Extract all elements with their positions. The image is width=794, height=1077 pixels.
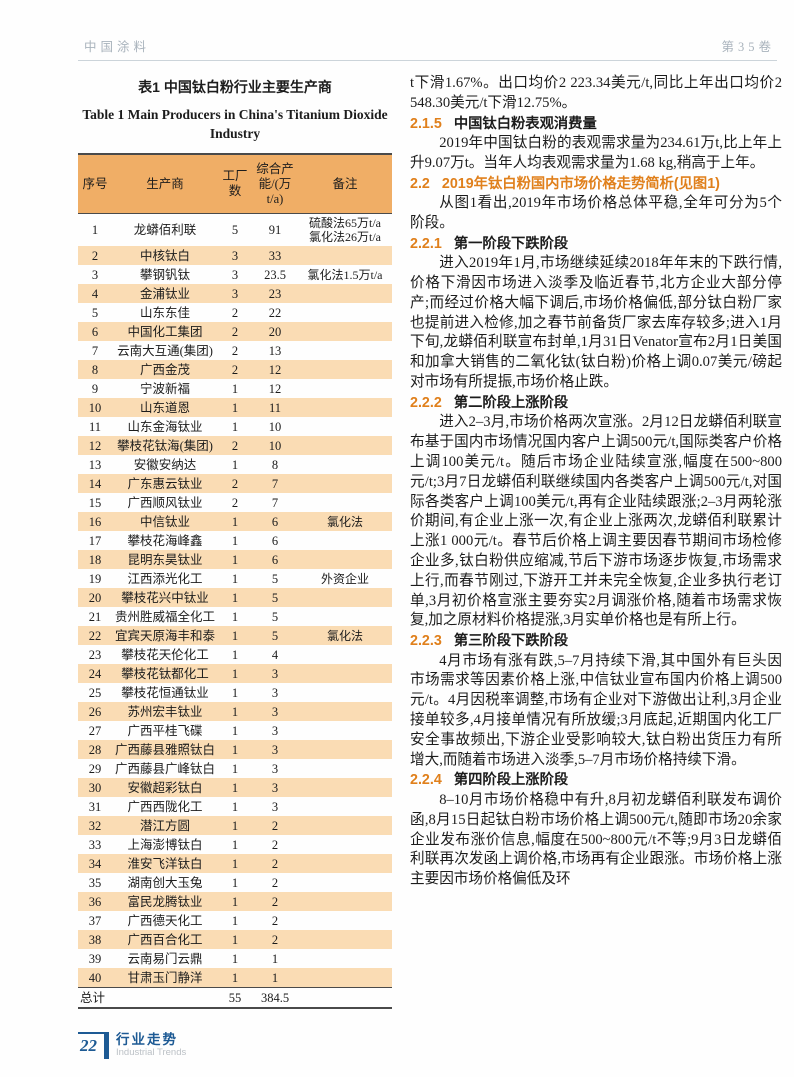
paragraph: t下滑1.67%。出口均价2 223.34美元/t,同比上年出口均价2 548.…: [410, 75, 782, 111]
table-row: 31 广西西陇化工 1 3: [88, 799, 279, 814]
section-heading: 2.2 2019年钛白粉国内市场价格走势简析(见图1): [410, 174, 782, 195]
section-number: 2.1.5: [410, 115, 442, 132]
section-title: 第三阶段下跌阶段: [453, 633, 569, 650]
table-row: 39 云南易门云鼎 1 1: [88, 951, 279, 966]
page-number: 22: [78, 1032, 104, 1057]
section-heading: 2.2.3 第三阶段下跌阶段: [410, 631, 782, 652]
table-row: 33 上海澎博钛白 1 2: [88, 837, 279, 852]
section-number: 2.2.2: [410, 394, 442, 411]
table-title-en: Table 1 Main Producers in China's Titani…: [78, 105, 392, 143]
table-row: 24 攀枝花钛都化工 1 3: [78, 664, 392, 683]
table-row: 30 安徽超彩钛白 1 3: [78, 778, 392, 797]
table-row: 8 广西金茂 2 12: [78, 360, 392, 379]
table-row: 9 宁波新福 1 12: [91, 381, 282, 396]
footer-divider-bar: [104, 1032, 109, 1059]
section-heading: 2.2.1 第一阶段下跌阶段: [410, 234, 782, 255]
table-row: 5 山东东佳 2 22: [91, 305, 282, 320]
table-row: 29 广西藤县广峰钛白 1 3: [88, 761, 279, 776]
total-plants: 55: [228, 990, 242, 1005]
table-row: 23 攀枝花天伦化工 1 4: [88, 647, 279, 662]
table-row: 28 广西藤县雅照钛白 1 3: [78, 740, 392, 759]
table-title-cn: 表1 中国钛白粉行业主要生产商: [138, 79, 332, 95]
table-title-en-line1: Table 1 Main Producers in China's Titani…: [82, 107, 388, 122]
table-row: 37 广西德天化工 1 2: [88, 913, 279, 928]
paragraph: 从图1看出,2019年市场价格总体平稳,全年可分为5个阶段。: [410, 195, 782, 231]
paragraph: 8–10月市场价格稳中有升,8月初龙蟒佰利联发布调价函,8月15日起钛白粉市场价…: [410, 791, 782, 888]
table-row: 1 龙蟒佰利联 5 91 硫酸法65万t/a 氯化法26万t/a: [91, 216, 381, 244]
footer-section-en: Industrial Trends: [116, 1047, 187, 1058]
table-row: 13 安徽安纳达 1 8: [88, 457, 279, 472]
table-row: 21 贵州胜威福全化工 1 5: [88, 609, 279, 624]
table-row: 18 昆明东昊钛业 1 6: [78, 550, 392, 569]
table-row: 14 广东惠云钛业 2 7: [78, 474, 392, 493]
col-header-remark: 备注: [298, 154, 392, 214]
total-label: 总计: [80, 990, 106, 1005]
table-row: 34 淮安飞洋钛白 1 2: [78, 854, 392, 873]
col-header-index: 序号: [78, 154, 112, 214]
section-heading: 2.2.2 第二阶段上涨阶段: [410, 393, 782, 414]
paragraph: 2019年中国钛白粉的表观需求量为234.61万t,比上年上升9.07万t。当年…: [410, 135, 782, 171]
journal-title: 中国涂料: [84, 40, 151, 54]
table-row: 27 广西平桂飞碟 1 3: [88, 723, 279, 738]
page-footer: 22 行业走势 Industrial Trends: [78, 1032, 186, 1059]
section-title: 第一阶段下跌阶段: [453, 235, 569, 252]
table-row: 4 金浦钛业 3 23: [78, 284, 392, 303]
table-row: 6 中国化工集团 2 20: [78, 322, 392, 341]
table-row: 3 攀钢钒钛 3 23.5 氯化法1.5万t/a: [91, 267, 383, 282]
volume-label: 第35卷: [721, 40, 775, 54]
col-header-capacity: 综合产能/(万t/a): [252, 154, 298, 214]
table-row: 35 湖南创大玉兔 1 2: [88, 875, 279, 890]
table-row: 36 富民龙腾钛业 1 2: [78, 892, 392, 911]
paragraph: 4月市场有涨有跌,5–7月持续下滑,其中国外有巨头因市场需求等因素价格上涨,中信…: [410, 652, 782, 768]
section-number: 2.2.1: [410, 235, 442, 252]
table-row: 16 中信钛业 1 6 氯化法: [78, 512, 392, 531]
table-row: 20 攀枝花兴中钛业 1 5: [78, 588, 392, 607]
running-head: 中国涂料 第35卷: [78, 36, 777, 61]
paragraph: 进入2019年1月,市场继续延续2018年年末的下跌行情,价格下滑因市场进入淡季…: [410, 255, 782, 391]
section-number: 2.2.4: [410, 772, 442, 789]
table-row: 12 攀枝花钛海(集团) 2 10: [78, 436, 392, 455]
section-title: 中国钛白粉表观消费量: [453, 115, 597, 132]
col-header-plants: 工厂数: [218, 154, 252, 214]
table-row: 11 山东金海钛业 1 10: [88, 419, 282, 434]
section-title: 第二阶段上涨阶段: [453, 394, 569, 411]
table-row: 38 广西百合化工 1 2: [78, 930, 392, 949]
table-row: 19 江西添光化工 1 5 外资企业: [88, 571, 369, 586]
section-title: 2019年钛白粉国内市场价格走势简析(见图1): [441, 175, 720, 192]
paragraph: 进入2–3月,市场价格两次宣涨。2月12日龙蟒佰利联宣布基于国内市场情况国内客户…: [410, 414, 782, 629]
section-number: 2.2: [410, 175, 430, 192]
right-column: t下滑1.67%。出口均价2 223.34美元/t,同比上年出口均价2 548.…: [410, 74, 782, 1009]
col-header-producer: 生产商: [112, 154, 218, 214]
table-row: 22 宜宾天原海丰和泰 1 5 氯化法: [78, 626, 392, 645]
producers-table: 序号 生产商 工厂数 综合产能/(万t/a) 备注 1 龙蟒佰利联 5 91 硫酸法65…: [78, 153, 392, 1009]
table-row: 15 广西顺风钛业 2 7: [88, 495, 279, 510]
section-heading: 2.1.5 中国钛白粉表观消费量: [410, 114, 782, 135]
table-row: 10 山东道恩 1 11: [78, 398, 392, 417]
left-column: 表1 中国钛白粉行业主要生产商 Table 1 Main Producers i…: [78, 74, 392, 1009]
section-number: 2.2.3: [410, 633, 442, 650]
table-title-en-line2: Industry: [209, 126, 261, 141]
table-row: 17 攀枝花海峰鑫 1 6: [88, 533, 279, 548]
table-row: 7 云南大互通(集团) 2 13: [91, 343, 282, 358]
table-row: 26 苏州宏丰钛业 1 3: [78, 702, 392, 721]
table-row: 2 中核钛白 3 33: [78, 246, 392, 265]
footer-section-cn: 行业走势: [116, 1032, 178, 1047]
table-row: 32 潜江方圆 1 2: [78, 816, 392, 835]
table-header: 序号 生产商 工厂数 综合产能/(万t/a) 备注: [78, 154, 392, 214]
total-capacity: 384.5: [260, 990, 290, 1005]
table-total-row: 总计 55 384.5: [78, 987, 392, 1009]
table-row: 25 攀枝花恒通钛业 1 3: [88, 685, 279, 700]
producers-table-body: 1 龙蟒佰利联 5 91 硫酸法65万t/a 氯化法26万t/a 2 中核钛白 3 33 3 攀钢钒…: [78, 214, 392, 988]
table-row: 40 甘肃玉门静洋 1 1: [78, 968, 392, 988]
section-heading: 2.2.4 第四阶段上涨阶段: [410, 770, 782, 791]
section-title: 第四阶段上涨阶段: [453, 772, 569, 789]
